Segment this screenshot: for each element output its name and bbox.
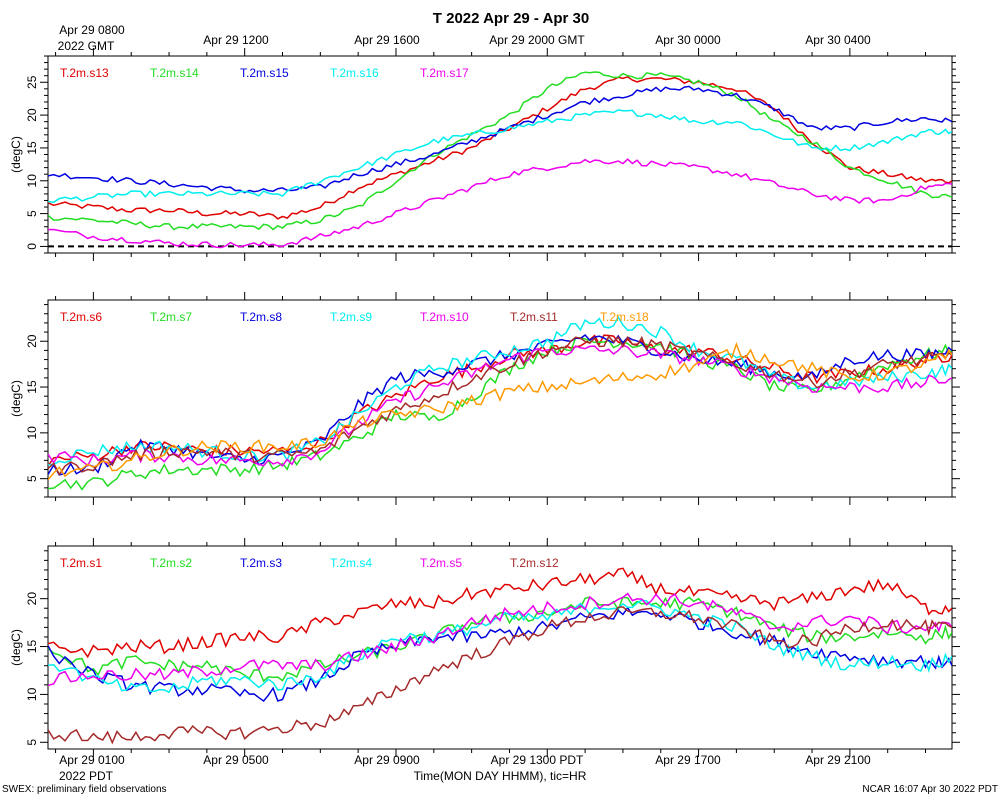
series-line-T.2m.s8 <box>48 333 952 476</box>
bottom-axis-first-label-line1: Apr 29 0100 <box>59 753 125 767</box>
series-line-T.2m.s11 <box>48 335 952 476</box>
bottom-axis-label-4: Apr 29 1700 <box>655 753 721 767</box>
series-line-T.2m.s2 <box>48 596 952 683</box>
top-axis-first-label-line2: 2022 GMT <box>58 39 115 53</box>
panel-frame <box>47 299 953 498</box>
legend-T.2m.s15: T.2m.s15 <box>240 66 289 80</box>
legend-T.2m.s10: T.2m.s10 <box>420 310 469 324</box>
top-axis-label-2: Apr 29 1600 <box>354 33 420 47</box>
legend-T.2m.s3: T.2m.s3 <box>240 556 282 570</box>
y-tick-label: 5 <box>25 739 39 746</box>
y-tick-label: 5 <box>25 210 39 217</box>
y-tick-label: 15 <box>25 380 39 394</box>
series-line-T.2m.s5 <box>48 592 952 687</box>
series-line-T.2m.s18 <box>48 341 952 481</box>
footer-left: SWEX: preliminary field observations <box>2 784 167 795</box>
legend-T.2m.s4: T.2m.s4 <box>330 556 372 570</box>
panel-frame <box>47 55 953 254</box>
top-axis-label-1: Apr 29 1200 <box>203 33 269 47</box>
legend-T.2m.s16: T.2m.s16 <box>330 66 379 80</box>
y-tick-label: 15 <box>25 141 39 155</box>
y-tick-label: 10 <box>25 426 39 440</box>
top-axis-first-label-line1: Apr 29 0800 <box>59 23 125 37</box>
top-axis-label-3: Apr 29 2000 GMT <box>489 33 585 47</box>
legend-T.2m.s17: T.2m.s17 <box>420 66 469 80</box>
series-line-T.2m.s16 <box>48 109 952 204</box>
legend-T.2m.s11: T.2m.s11 <box>510 310 558 324</box>
y-tick-label: 10 <box>25 174 39 188</box>
footer-right: NCAR 16:07 Apr 30 2022 PDT <box>862 784 998 795</box>
legend-T.2m.s2: T.2m.s2 <box>150 556 192 570</box>
series-line-T.2m.s1 <box>48 567 952 659</box>
legend-T.2m.s13: T.2m.s13 <box>60 66 109 80</box>
legend-T.2m.s12: T.2m.s12 <box>510 556 559 570</box>
legend-T.2m.s6: T.2m.s6 <box>60 310 102 324</box>
y-axis-title: (degC) <box>9 380 23 417</box>
x-axis-title: Time(MON DAY HHMM), tic=HR <box>414 769 587 783</box>
top-axis-label-5: Apr 30 0400 <box>805 33 871 47</box>
panel-top: 0 5 10 15 20 25 (degC) T.2m.s13 T.2m.s14 T.2m.s15… <box>9 48 960 261</box>
bottom-axis-label-3: Apr 29 1300 PDT <box>491 753 584 767</box>
y-tick-label: 20 <box>25 592 39 606</box>
legend-T.2m.s8: T.2m.s8 <box>240 310 282 324</box>
panel-frame <box>47 545 953 750</box>
series-line-T.2m.s9 <box>48 315 952 466</box>
series-line-T.2m.s7 <box>48 336 952 491</box>
y-tick-label: 0 <box>25 243 39 250</box>
top-axis-label-4: Apr 30 0000 <box>655 33 721 47</box>
series-line-T.2m.s17 <box>48 158 952 249</box>
bottom-axis-label-2: Apr 29 0900 <box>354 753 420 767</box>
bottom-axis-first-label-line2: 2022 PDT <box>59 769 114 783</box>
y-tick-label: 5 <box>25 475 39 482</box>
legend-T.2m.s5: T.2m.s5 <box>420 556 462 570</box>
y-tick-label: 20 <box>25 334 39 348</box>
y-axis-title: (degC) <box>9 629 23 666</box>
y-tick-label: 25 <box>25 75 39 89</box>
legend-T.2m.s7: T.2m.s7 <box>150 310 192 324</box>
legend-T.2m.s9: T.2m.s9 <box>330 310 372 324</box>
series-line-T.2m.s10 <box>48 344 952 467</box>
panel-middle: 5 10 15 20 (degC) T.2m.s6 T.2m.s7 T.2m.s8 T.2m.s… <box>9 292 960 505</box>
chart-title: T 2022 Apr 29 - Apr 30 <box>433 10 589 27</box>
series-line-T.2m.s14 <box>48 71 952 231</box>
bottom-axis-label-1: Apr 29 0500 <box>203 753 269 767</box>
bottom-axis-label-5: Apr 29 2100 <box>805 753 871 767</box>
legend-T.2m.s1: T.2m.s1 <box>60 556 102 570</box>
y-tick-label: 15 <box>25 640 39 654</box>
panel-bottom: 5 10 15 20 (degC) T.2m.s1 T.2m.s2 T.2m.s3 T.2m.s… <box>9 538 960 757</box>
y-axis-title: (degC) <box>9 136 23 173</box>
y-tick-label: 10 <box>25 687 39 701</box>
series-line-T.2m.s12 <box>48 606 952 745</box>
series-line-T.2m.s15 <box>48 85 952 194</box>
y-tick-label: 20 <box>25 108 39 122</box>
legend-T.2m.s18: T.2m.s18 <box>600 310 649 324</box>
series-line-T.2m.s4 <box>48 599 952 694</box>
legend-T.2m.s14: T.2m.s14 <box>150 66 199 80</box>
